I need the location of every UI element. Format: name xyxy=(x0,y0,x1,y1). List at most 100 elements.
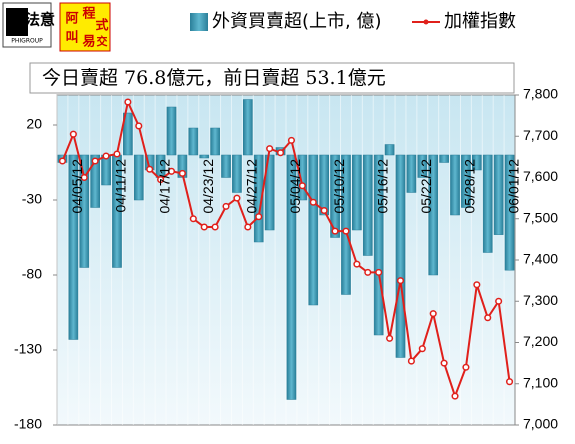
bar xyxy=(166,106,177,156)
line-marker xyxy=(113,150,121,158)
line-marker xyxy=(58,157,67,165)
bar xyxy=(210,127,220,156)
logo2-char: 交 xyxy=(97,34,108,48)
bar xyxy=(504,154,515,271)
logo2-char: 程 xyxy=(82,7,95,22)
bar xyxy=(232,154,242,193)
x-tick-label: 05/04/12 xyxy=(287,159,303,214)
line-marker xyxy=(255,213,263,221)
bar xyxy=(221,154,231,178)
bar xyxy=(472,154,482,171)
legend-marker xyxy=(423,19,429,25)
bar xyxy=(68,154,79,340)
line-marker xyxy=(342,227,350,235)
bar xyxy=(319,154,329,216)
line-marker xyxy=(244,223,252,231)
bar xyxy=(428,154,439,276)
y2-tick-label: 7,000 xyxy=(523,416,558,432)
bar xyxy=(384,144,395,156)
line-marker xyxy=(451,392,459,400)
line-marker xyxy=(178,169,186,177)
y-tick-label: -80 xyxy=(22,266,42,282)
logo1: 法意 xyxy=(25,11,55,29)
line-marker xyxy=(124,98,132,106)
bar xyxy=(308,154,319,306)
legend-swatch xyxy=(190,13,208,31)
line-marker xyxy=(102,152,110,160)
annotation-box xyxy=(29,62,515,94)
line-marker xyxy=(167,167,176,175)
logo2-box xyxy=(59,2,111,52)
bar xyxy=(450,154,460,216)
bar xyxy=(406,154,417,193)
line-marker xyxy=(386,334,394,342)
line-marker xyxy=(91,157,99,165)
bar xyxy=(79,154,90,268)
line-marker xyxy=(157,176,165,184)
bar xyxy=(199,154,210,159)
line-marker xyxy=(320,206,328,215)
bar xyxy=(90,154,100,208)
x-tick-label: 06/01/12 xyxy=(505,159,521,214)
bar xyxy=(188,127,199,156)
bar xyxy=(341,154,351,295)
bar xyxy=(395,154,406,358)
y-tick-label: -30 xyxy=(22,191,42,207)
bar xyxy=(286,154,297,400)
line-marker xyxy=(200,223,208,231)
y2-tick-label: 7,300 xyxy=(523,292,558,308)
y2-tick-label: 7,400 xyxy=(523,251,558,267)
bar xyxy=(439,154,449,163)
bar xyxy=(373,154,384,336)
bar xyxy=(253,154,264,243)
line-marker xyxy=(309,198,317,206)
y-tick-label: -180 xyxy=(14,416,42,432)
bar xyxy=(461,154,471,208)
y2-tick-label: 7,100 xyxy=(523,374,558,390)
line-marker xyxy=(287,136,296,144)
line-marker xyxy=(135,122,143,130)
line-marker xyxy=(298,182,306,190)
bar xyxy=(362,154,373,256)
y-tick-label: 20 xyxy=(26,116,42,132)
x-tick-label: 05/10/12 xyxy=(331,159,347,214)
line-marker xyxy=(375,268,383,276)
line-marker xyxy=(429,310,437,318)
bar xyxy=(264,154,275,231)
bar xyxy=(493,154,504,235)
line-marker xyxy=(495,297,503,305)
line-marker xyxy=(189,215,197,223)
line-marker xyxy=(211,223,219,231)
x-tick-label: 04/27/12 xyxy=(244,159,260,214)
y-tick-label: -130 xyxy=(14,341,42,357)
x-tick-label: 04/23/12 xyxy=(200,159,216,214)
annotation: 今日賣超 76.8億元，前日賣超 53.1億元 xyxy=(42,67,386,89)
bar xyxy=(352,154,362,231)
legend-label: 外資買賣超(上市, 億) xyxy=(212,11,382,32)
logo2-char: 易 xyxy=(82,35,95,50)
line-marker xyxy=(353,260,361,268)
line-marker xyxy=(276,149,285,157)
bar xyxy=(243,99,253,156)
line-marker xyxy=(331,227,339,235)
legend-label: 加權指數 xyxy=(444,11,516,32)
y2-tick-label: 7,700 xyxy=(523,127,558,143)
x-tick-label: 04/17/12 xyxy=(156,159,172,214)
y2-tick-label: 7,800 xyxy=(523,86,558,102)
logo2-char: 阿 xyxy=(65,12,78,27)
line-marker xyxy=(222,202,230,210)
x-tick-label: 04/11/12 xyxy=(113,159,129,213)
line-marker xyxy=(505,378,514,386)
bar xyxy=(133,154,144,201)
line-marker xyxy=(440,359,448,367)
line-marker xyxy=(233,194,241,202)
line-marker xyxy=(484,314,492,322)
bar xyxy=(297,154,308,201)
line-marker xyxy=(146,165,154,173)
line-marker xyxy=(407,357,415,365)
bar xyxy=(123,112,133,156)
y2-tick-label: 7,600 xyxy=(523,168,558,184)
bar xyxy=(482,154,493,253)
line-marker xyxy=(80,173,88,182)
